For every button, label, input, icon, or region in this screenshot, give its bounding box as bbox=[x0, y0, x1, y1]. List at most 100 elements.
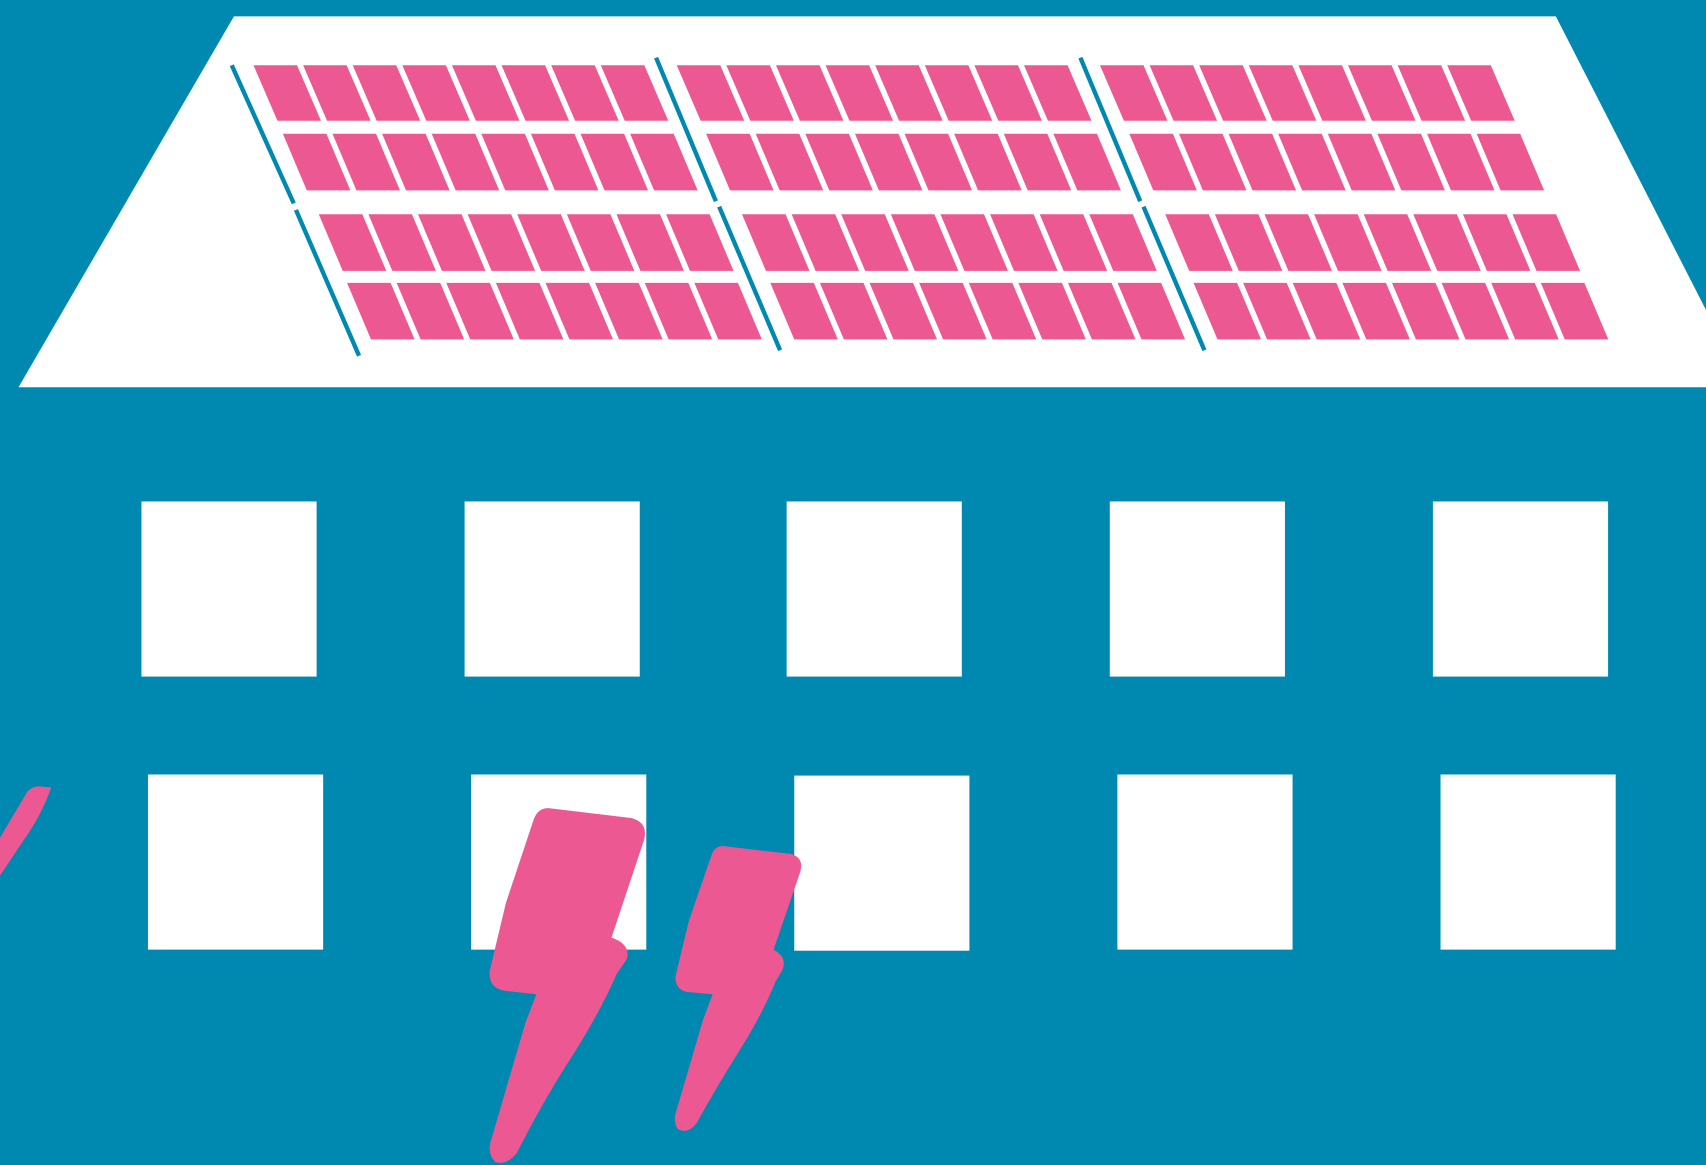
solar-cell bbox=[775, 65, 844, 121]
solar-cell bbox=[600, 65, 669, 121]
solar-cell bbox=[481, 133, 549, 191]
solar-cell bbox=[805, 133, 873, 191]
window bbox=[147, 774, 324, 950]
solar-cell bbox=[282, 133, 351, 191]
solar-cell bbox=[530, 133, 599, 191]
solar-cell bbox=[904, 133, 973, 191]
solar-cell bbox=[1427, 133, 1495, 191]
window bbox=[1440, 774, 1616, 950]
solar-cell bbox=[303, 65, 371, 121]
solar-cell bbox=[566, 214, 635, 271]
solar-cell bbox=[869, 282, 937, 340]
window bbox=[1117, 774, 1293, 950]
window bbox=[794, 775, 970, 951]
solar-cell bbox=[580, 133, 649, 191]
solar-cell bbox=[431, 133, 500, 191]
panel-frames bbox=[229, 56, 1207, 357]
solar-cell bbox=[1264, 214, 1332, 271]
solar-cell bbox=[368, 214, 436, 271]
solar-cell bbox=[1278, 133, 1346, 191]
solar-panels bbox=[253, 65, 1609, 340]
solar-cell bbox=[1447, 65, 1515, 121]
solar-cell bbox=[446, 282, 514, 340]
solar-cell bbox=[1327, 133, 1396, 191]
solar-cell bbox=[666, 214, 734, 271]
solar-cell bbox=[1342, 282, 1410, 340]
solar-cell bbox=[742, 214, 810, 271]
solar-cell bbox=[1039, 214, 1108, 271]
solar-cell bbox=[467, 214, 536, 271]
bolt bbox=[674, 846, 802, 1131]
solar-cell bbox=[1413, 214, 1481, 271]
solar-cell bbox=[854, 133, 923, 191]
solar-cell bbox=[1067, 282, 1136, 340]
solar-cell bbox=[402, 65, 470, 121]
solar-cell bbox=[1377, 133, 1445, 191]
window bbox=[1109, 501, 1285, 677]
panel-frame bbox=[1078, 56, 1143, 203]
solar-cell bbox=[1243, 282, 1311, 340]
solar-cell bbox=[1099, 65, 1168, 121]
solar-cell bbox=[318, 214, 387, 271]
panel-frame bbox=[654, 56, 718, 203]
solar-cell bbox=[352, 65, 421, 121]
solar-cell bbox=[382, 133, 450, 191]
solar-cell bbox=[1053, 133, 1121, 191]
solar-cell bbox=[1018, 282, 1086, 340]
solar-cell bbox=[1228, 133, 1297, 191]
solar-cell bbox=[517, 214, 585, 271]
solar-cell bbox=[1024, 65, 1092, 121]
solar-cell bbox=[1348, 65, 1416, 121]
bolt bbox=[489, 808, 645, 1163]
lightning-bolts bbox=[0, 786, 802, 1163]
solar-cell bbox=[501, 65, 570, 121]
solar-cell bbox=[968, 282, 1037, 340]
solar-cell bbox=[875, 65, 943, 121]
window bbox=[786, 501, 962, 677]
solar-cell bbox=[819, 282, 888, 340]
solar-cell bbox=[990, 214, 1058, 271]
solar-cell bbox=[1193, 282, 1262, 340]
solar-cell bbox=[253, 65, 321, 121]
solar-cell bbox=[616, 214, 684, 271]
solar-cell bbox=[1178, 133, 1247, 191]
solar-cell bbox=[1165, 214, 1233, 271]
panel-frame bbox=[1141, 205, 1207, 352]
solar-cell bbox=[1129, 133, 1197, 191]
panel-frame bbox=[293, 209, 362, 357]
solar-cell bbox=[630, 133, 698, 191]
solar-cell bbox=[1003, 133, 1072, 191]
solar-cell bbox=[1149, 65, 1218, 121]
windows bbox=[141, 501, 1616, 951]
solar-cell bbox=[791, 214, 860, 271]
solar-cell bbox=[1214, 214, 1283, 271]
solar-cell bbox=[1248, 65, 1317, 121]
solar-cell bbox=[706, 133, 774, 191]
window bbox=[1432, 501, 1609, 677]
solar-cell bbox=[332, 133, 400, 191]
solar-cell bbox=[676, 65, 745, 121]
solar-cell bbox=[418, 214, 486, 271]
solar-cell bbox=[396, 282, 465, 340]
solar-cell bbox=[1392, 282, 1460, 340]
solar-cell bbox=[1117, 282, 1186, 340]
solar-cell bbox=[919, 282, 987, 340]
solar-cell bbox=[545, 282, 613, 340]
solar-cell bbox=[1199, 65, 1267, 121]
solar-cell bbox=[347, 282, 415, 340]
window bbox=[141, 501, 317, 677]
solar-cell bbox=[974, 65, 1042, 121]
solar-cell bbox=[1292, 282, 1361, 340]
solar-cell bbox=[1462, 214, 1531, 271]
solar-cell bbox=[1491, 282, 1559, 340]
solar-cell bbox=[451, 65, 520, 121]
solar-cell bbox=[595, 282, 663, 340]
solar-cell bbox=[551, 65, 619, 121]
solar-cell bbox=[924, 65, 993, 121]
solar-cell bbox=[755, 133, 824, 191]
window bbox=[464, 501, 640, 677]
solar-cell bbox=[495, 282, 564, 340]
solar-cell bbox=[841, 214, 909, 271]
